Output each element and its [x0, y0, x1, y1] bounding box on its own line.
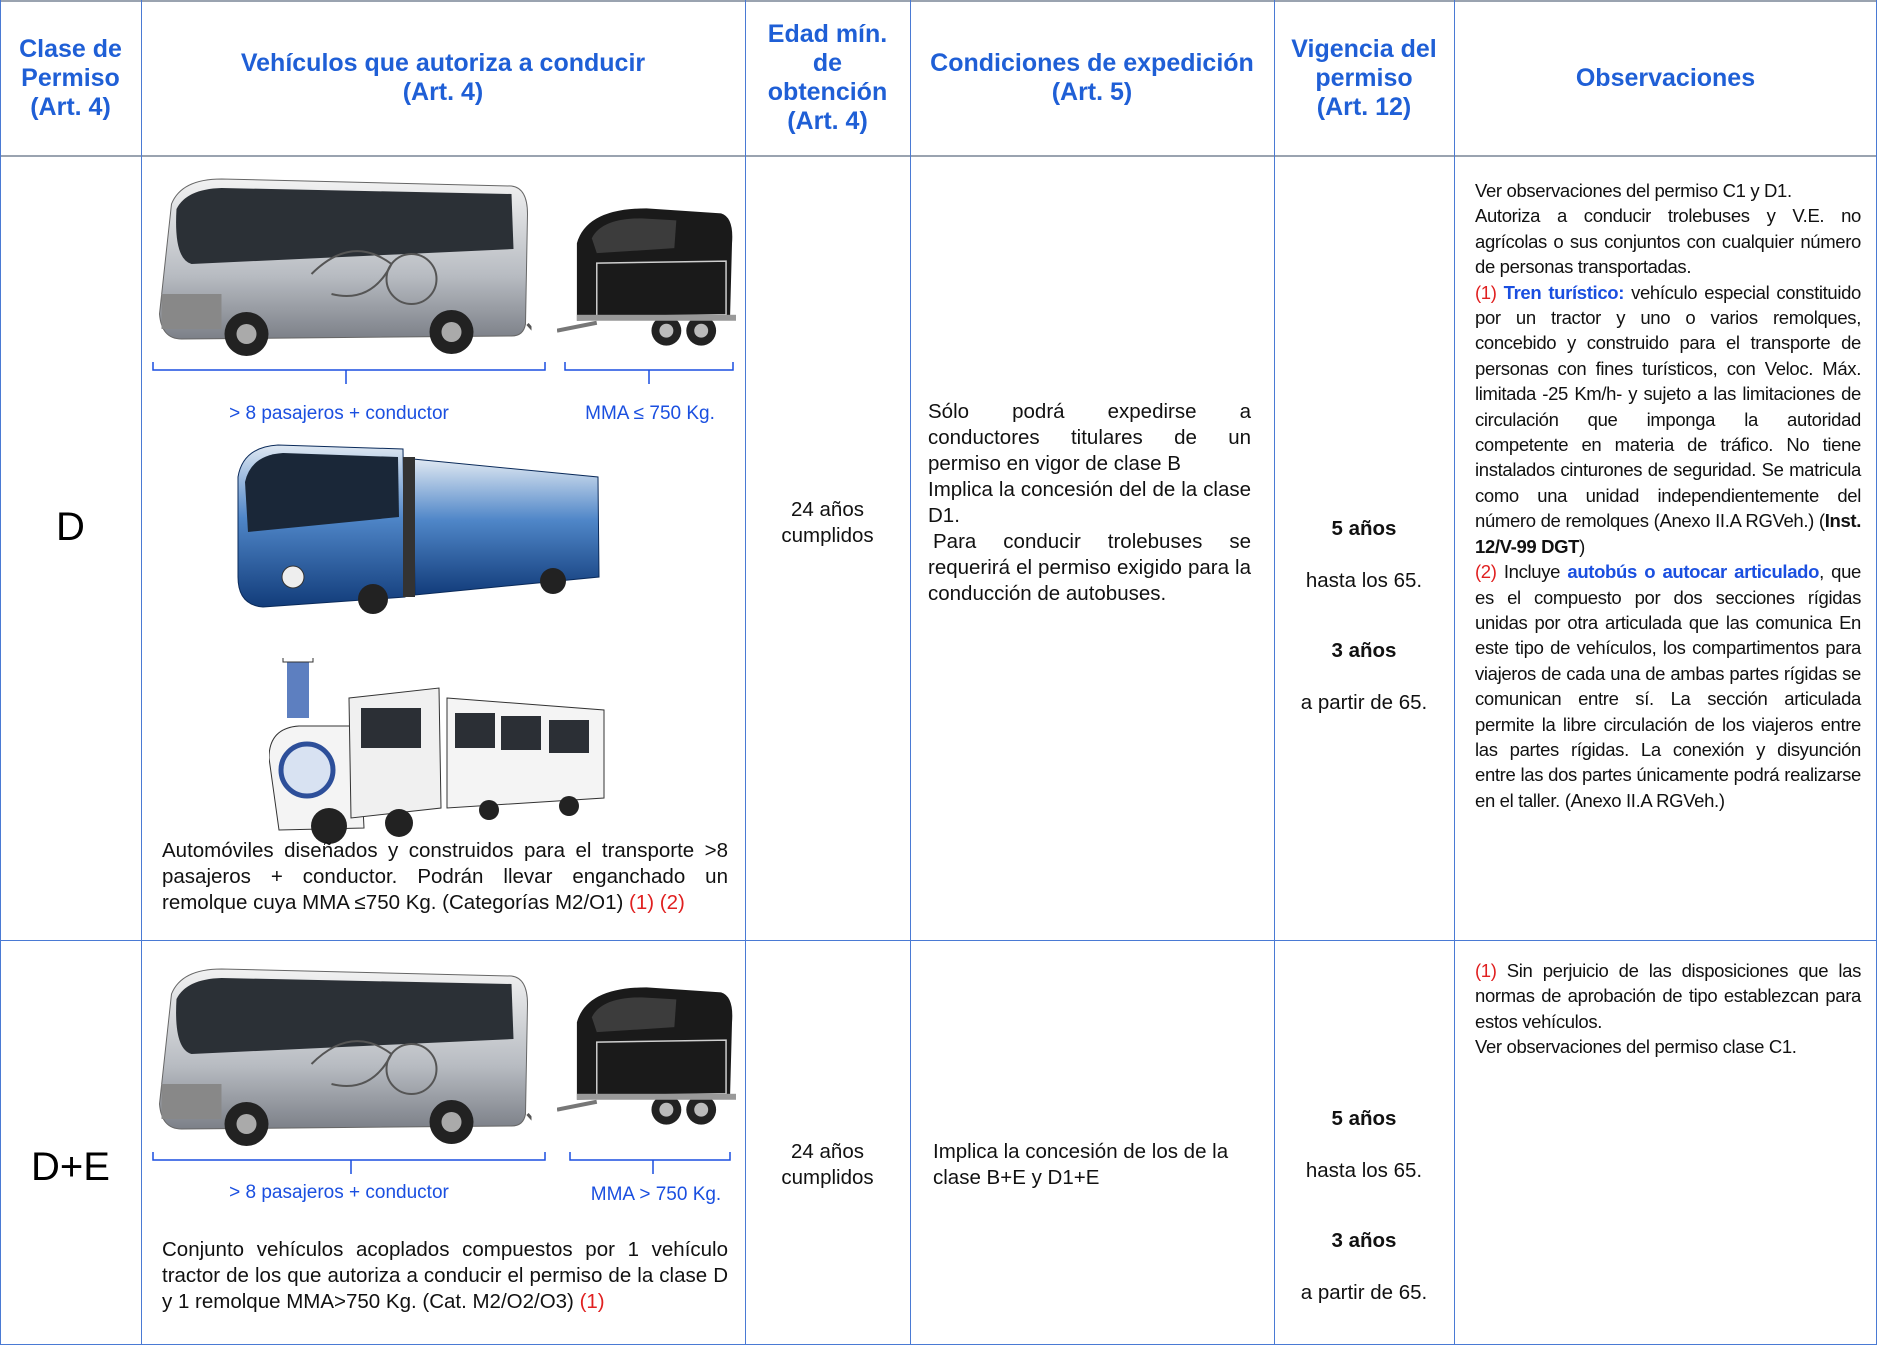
- vehicle-label: > 8 pasajeros + conductor: [229, 403, 449, 424]
- border: [745, 0, 746, 1345]
- vehicle-description: Automóviles diseñados y construidos para…: [162, 838, 728, 916]
- vehicle-label: MMA > 750 Kg.: [590, 1184, 722, 1205]
- text: Autoriza a conducir trolebuses y V.E. no…: [1475, 205, 1861, 278]
- note-ref: (1): [629, 891, 655, 914]
- text: a partir de 65.: [1300, 691, 1428, 714]
- term: Tren turístico:: [1503, 281, 1625, 303]
- border: [1274, 0, 1275, 1345]
- text: Conjunto vehículos acoplados compuestos …: [162, 1238, 728, 1313]
- note-ref: (1): [1475, 281, 1497, 303]
- border: [0, 0, 1, 1345]
- border: [0, 0, 1877, 2]
- note-ref: (1): [1475, 960, 1497, 981]
- trailer-image: [557, 982, 736, 1132]
- text: 3 años: [1331, 1229, 1397, 1252]
- vehicle-description: Conjunto vehículos acoplados compuestos …: [162, 1237, 728, 1315]
- text: vehículo especial constituido por un tra…: [1475, 281, 1861, 532]
- observations: (1) Sin perjuicio de las disposiciones q…: [1475, 958, 1861, 1060]
- conditions: Implica la concesión de los de la clase …: [933, 1139, 1263, 1191]
- permit-class: D+E: [31, 1145, 110, 1189]
- border: [0, 155, 1877, 157]
- text: hasta los 65.: [1305, 1159, 1423, 1182]
- column-header: Vehículos que autoriza a conducir (Art. …: [240, 49, 646, 106]
- brackets: [152, 362, 734, 384]
- min-age: 24 años cumplidos: [781, 498, 874, 547]
- validity: 5 años hasta los 65. 3 años a partir de …: [1274, 490, 1454, 742]
- tourist-train-image: [269, 658, 605, 844]
- brackets: [152, 1152, 731, 1174]
- text: Sin perjuicio de las disposiciones que l…: [1475, 960, 1861, 1032]
- border: [910, 0, 911, 1345]
- column-header: Clase de Permiso (Art. 4): [19, 34, 122, 121]
- text: , que es el compuesto por dos secciones …: [1475, 561, 1862, 811]
- text: Para conducir trolebuses se requerirá el…: [928, 530, 1251, 605]
- conditions: Sólo podrá expedirse a conductores titul…: [928, 399, 1251, 607]
- vehicle-label: > 8 pasajeros + conductor: [229, 1182, 449, 1203]
- text: Ver observaciones del permiso clase C1.: [1475, 1036, 1797, 1058]
- text: ): [1579, 535, 1585, 557]
- articulated-bus-image: [233, 437, 605, 617]
- note-ref: (2): [659, 891, 685, 914]
- border: [1454, 0, 1455, 1345]
- min-age: 24 años cumplidos: [781, 1140, 874, 1189]
- column-header: Edad mín. de obtención (Art. 4): [767, 20, 888, 135]
- text: Ver observaciones del permiso C1 y D1.: [1475, 180, 1792, 201]
- text: Implica la concesión de los de la clase …: [933, 1140, 1229, 1189]
- paragraph: (2) Incluye autobús o autocar articulado…: [1475, 559, 1861, 813]
- text: Implica la concesión del de la clase D1.: [928, 478, 1251, 527]
- trailer-image: [557, 203, 736, 353]
- permit-class: D: [56, 505, 85, 549]
- border: [0, 940, 1877, 941]
- bus-image: [150, 174, 533, 359]
- text: 5 años: [1331, 517, 1397, 540]
- note-ref: (2): [1475, 561, 1497, 583]
- term: autobús o autocar articulado: [1567, 561, 1820, 583]
- text: Inst. 12/V-99 DGT: [1475, 510, 1861, 557]
- text: hasta los 65.: [1305, 569, 1423, 592]
- column-header: Observaciones: [1575, 63, 1756, 92]
- vehicle-label: MMA ≤ 750 Kg.: [585, 403, 715, 424]
- column-header: Condiciones de expedición (Art. 5): [930, 49, 1254, 106]
- text: Incluye: [1503, 561, 1561, 583]
- observations: Ver observaciones del permiso C1 y D1. A…: [1475, 178, 1861, 813]
- paragraph: (1) Tren turístico: vehículo especial co…: [1475, 280, 1861, 559]
- border: [141, 0, 142, 1345]
- column-header: Vigencia del permiso (Art. 12): [1291, 34, 1437, 121]
- text: 5 años: [1331, 1107, 1397, 1130]
- text: a partir de 65.: [1300, 1281, 1428, 1304]
- paragraph: (1) Sin perjuicio de las disposiciones q…: [1475, 958, 1861, 1034]
- note-ref: (1): [579, 1290, 605, 1313]
- validity: 5 años hasta los 65. 3 años a partir de …: [1274, 1080, 1454, 1332]
- text: Automóviles diseñados y construidos para…: [162, 839, 728, 914]
- text: Sólo podrá expedirse a conductores titul…: [928, 400, 1251, 475]
- text: 3 años: [1331, 639, 1397, 662]
- bus-image: [150, 964, 533, 1149]
